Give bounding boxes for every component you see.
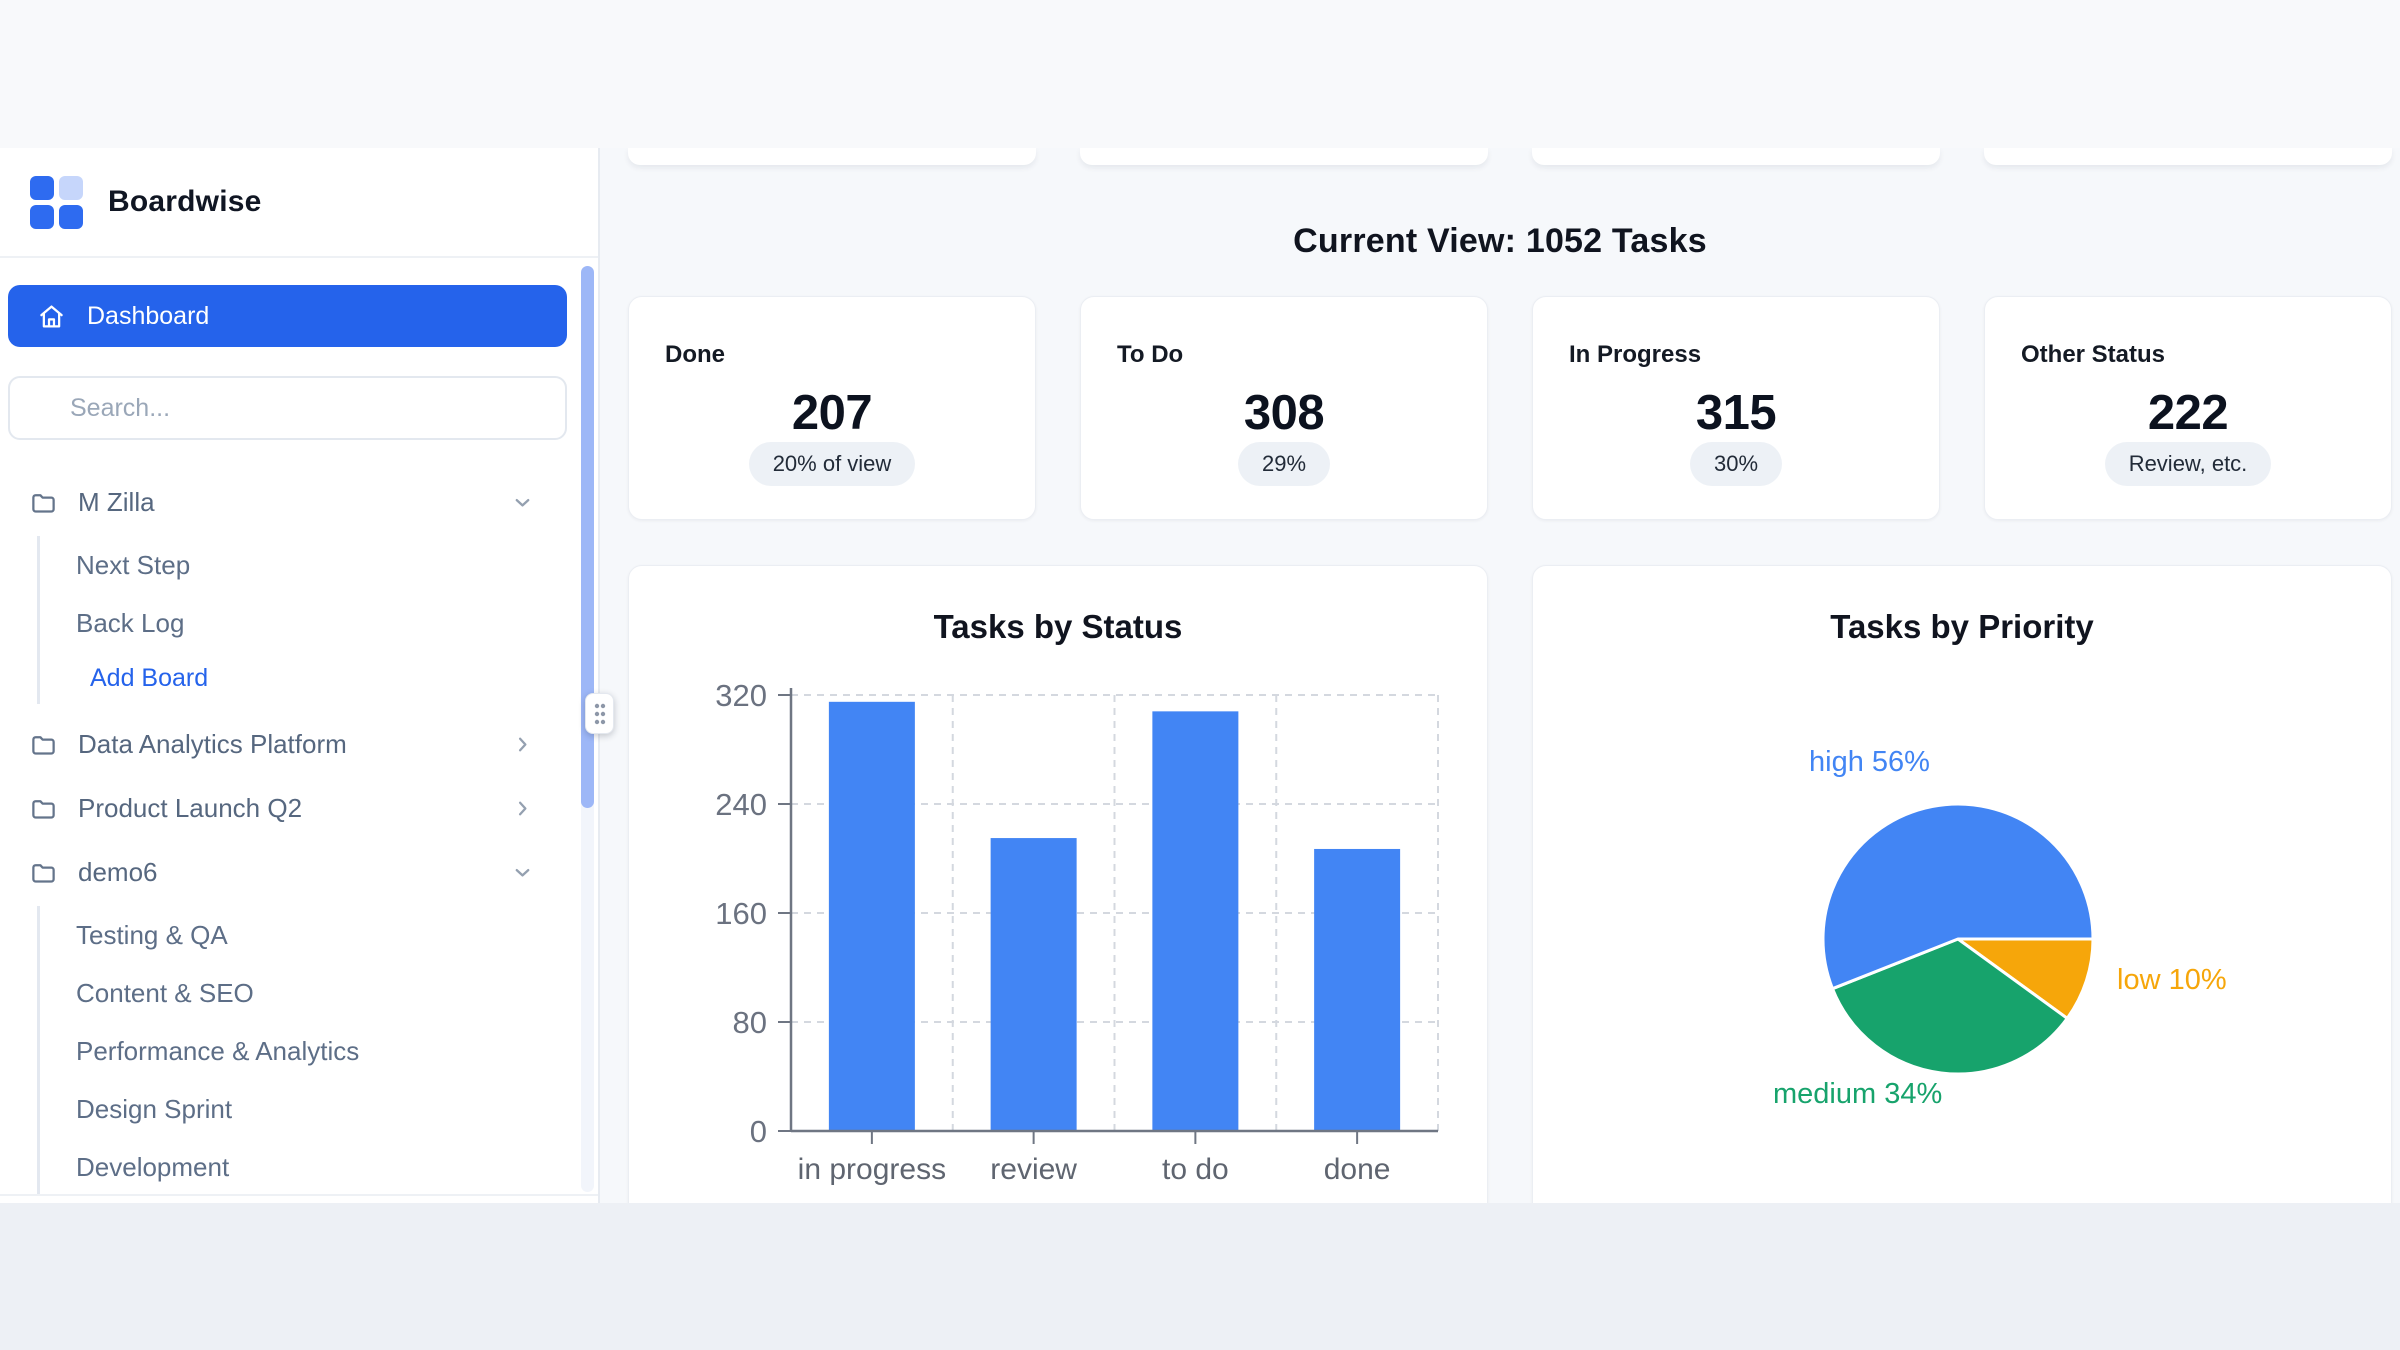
pie-label-high: high 56% [1809, 746, 1930, 778]
clipped-card-top [1532, 148, 1940, 165]
pie-label-low: low 10% [2117, 964, 2227, 996]
folder-icon [32, 863, 55, 883]
add-board-link[interactable]: Add Board [40, 652, 598, 704]
brand-title: Boardwise [108, 185, 262, 218]
x-axis-tick-label: review [990, 1153, 1077, 1186]
app-window: Boardwise Dashboard M Zilla Next Step Back… [0, 148, 2400, 1203]
pie-chart [1821, 802, 2095, 1076]
x-axis-tick-label: in progress [798, 1153, 946, 1186]
chevron-right-icon[interactable] [511, 797, 534, 820]
clipped-card-top [1080, 148, 1488, 165]
folder-icon [32, 493, 55, 513]
y-axis-tick-label: 160 [715, 896, 767, 931]
bar-done [1314, 848, 1401, 1131]
stats-row: Done 207 20% of view To Do 308 29% In Progress… [628, 296, 2392, 520]
sidebar-list-testing-qa[interactable]: Testing & QA [40, 906, 598, 964]
board-label: M Zilla [78, 486, 155, 517]
list-label: Next Step [76, 549, 191, 580]
list-label: Development [76, 1151, 230, 1182]
stat-badge: 20% of view [748, 442, 916, 486]
list-label: Performance & Analytics [76, 1035, 360, 1066]
pie-slice-low [1956, 937, 2095, 1020]
chevron-right-icon[interactable] [511, 733, 534, 756]
stat-label: Other Status [2021, 341, 2166, 368]
pie-label-medium: medium 34% [1773, 1078, 1943, 1110]
stat-card-to-do: To Do 308 29% [1080, 296, 1488, 520]
stat-value: 207 [791, 386, 873, 440]
board-label: demo6 [78, 856, 158, 887]
pie-slice-high [1821, 802, 2095, 991]
app-logo-icon [30, 175, 83, 229]
bar-to-do [1152, 711, 1239, 1131]
sidebar-board-product-launch-q2[interactable]: Product Launch Q2 [0, 776, 598, 840]
sidebar-list-performance-analytics[interactable]: Performance & Analytics [40, 1022, 598, 1080]
list-label: Content & SEO [76, 977, 254, 1008]
bar-chart-title: Tasks by Status [933, 608, 1183, 645]
board-label: Data Analytics Platform [78, 728, 347, 759]
sidebar-list-design-sprint[interactable]: Design Sprint [40, 1080, 598, 1138]
pie-chart-card: Tasks by Priority low 10% medium 34% high … [1532, 565, 2392, 1203]
sidebar-scrollbar-thumb[interactable] [581, 266, 594, 808]
stat-label: To Do [1117, 341, 1184, 368]
search-input[interactable] [8, 376, 567, 440]
stat-card-other-status: Other Status 222 Review, etc. [1984, 296, 2392, 520]
sidebar-item-dashboard[interactable]: Dashboard [8, 285, 567, 347]
grip-dots-icon [594, 703, 605, 724]
sidebar-list-content-seo[interactable]: Content & SEO [40, 964, 598, 1022]
folder-icon [32, 799, 55, 819]
sidebar-list-development[interactable]: Development [40, 1138, 598, 1196]
bar-review [990, 838, 1077, 1131]
board-label: Product Launch Q2 [78, 792, 303, 823]
home-icon [40, 304, 63, 328]
clipped-card-top [628, 148, 1036, 165]
sidebar-tree: M Zilla Next Step Back Log Add Board Data An… [0, 470, 598, 1203]
sidebar-board-demo6[interactable]: demo6 [0, 840, 598, 904]
stat-value: 308 [1243, 386, 1325, 440]
page-bottom-background [0, 1203, 2400, 1350]
stat-value: 222 [2147, 386, 2229, 440]
sidebar: Boardwise Dashboard M Zilla Next Step Back… [0, 148, 600, 1203]
page-title: Current View: 1052 Tasks [1293, 222, 1707, 260]
sidebar-list-back-log[interactable]: Back Log [40, 594, 598, 652]
dashboard-label: Dashboard [87, 301, 210, 330]
x-axis-tick-label: to do [1162, 1153, 1229, 1186]
sidebar-board-m-zilla[interactable]: M Zilla [0, 470, 598, 534]
stat-label: In Progress [1569, 341, 1702, 368]
chevron-down-icon[interactable] [511, 491, 534, 514]
stat-badge: 29% [1237, 442, 1331, 486]
y-axis-tick-label: 0 [750, 1114, 767, 1149]
stat-card-done: Done 207 20% of view [628, 296, 1036, 520]
board-children: Testing & QA Content & SEO Performance & A… [37, 906, 598, 1196]
stat-label: Done [665, 341, 725, 368]
y-axis-tick-label: 80 [733, 1005, 767, 1040]
folder-icon [32, 735, 55, 755]
sidebar-list-next-step[interactable]: Next Step [40, 536, 598, 594]
add-board-label: Add Board [90, 663, 209, 692]
main-content: Current View: 1052 Tasks Done 207 20% of v… [600, 148, 2400, 1203]
y-axis-tick-label: 240 [715, 787, 767, 822]
y-axis-tick-label: 320 [715, 678, 767, 713]
pie-slice-medium [1830, 937, 2069, 1076]
clipped-card-top [1984, 148, 2392, 165]
list-label: Testing & QA [76, 919, 228, 950]
sidebar-resize-handle[interactable] [585, 693, 614, 734]
x-axis-tick-label: done [1324, 1153, 1391, 1186]
list-label: Design Sprint [76, 1093, 233, 1124]
bar-chart-card: Tasks by Status 0 80 160 240 320 in progress r… [628, 565, 1488, 1203]
pie-chart-title: Tasks by Priority [1830, 608, 2094, 645]
sidebar-board-data-analytics-platform[interactable]: Data Analytics Platform [0, 712, 598, 776]
stat-badge: 30% [1689, 442, 1783, 486]
chevron-down-icon[interactable] [511, 861, 534, 884]
stat-badge: Review, etc. [2104, 442, 2272, 486]
list-label: Back Log [76, 607, 185, 638]
sidebar-header: Boardwise [0, 148, 598, 258]
sidebar-footer-divider [0, 1194, 598, 1196]
bar-in-progress [828, 701, 915, 1131]
board-children: Next Step Back Log Add Board [37, 536, 598, 704]
stat-value: 315 [1695, 386, 1777, 440]
bar-chart: 0 80 160 240 320 in progress review to do done [715, 678, 1439, 1186]
stat-card-in-progress: In Progress 315 30% [1532, 296, 1940, 520]
